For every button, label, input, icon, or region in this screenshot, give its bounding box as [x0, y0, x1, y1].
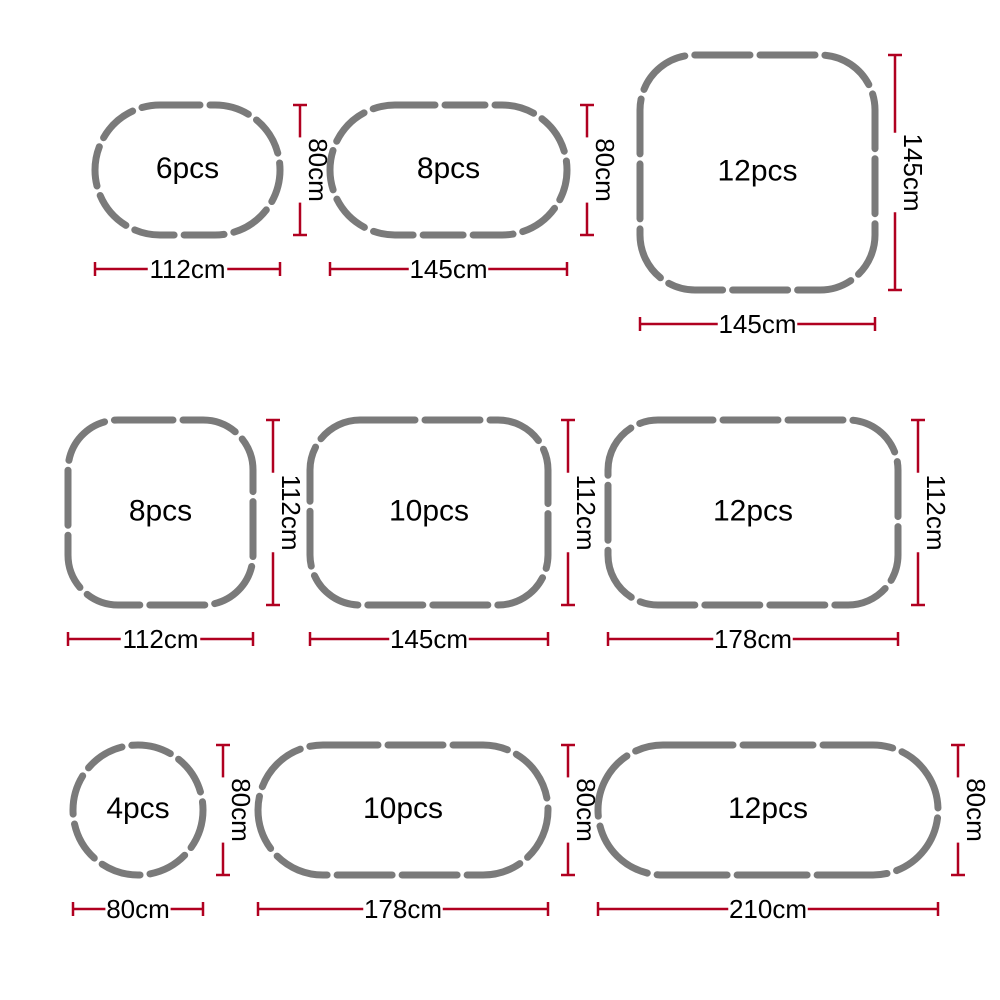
dim-height-label: 145cm — [898, 133, 928, 211]
pcs-label: 12pcs — [713, 494, 793, 527]
dim-width-label: 210cm — [729, 894, 807, 924]
dim-width-r2c: 178cm — [608, 624, 898, 654]
shape-r1b: 8pcs — [330, 105, 567, 235]
dim-width-r1a: 112cm — [95, 254, 280, 284]
dim-height-r3c: 80cm — [951, 745, 991, 875]
shape-r1a: 6pcs — [95, 105, 280, 235]
dim-height-label: 80cm — [226, 778, 256, 842]
pcs-label: 8pcs — [417, 152, 480, 185]
dim-width-label: 178cm — [714, 624, 792, 654]
dim-height-label: 112cm — [921, 474, 951, 550]
dim-height-label: 112cm — [276, 474, 306, 550]
dim-height-label: 112cm — [571, 474, 601, 550]
dim-height-label: 80cm — [961, 778, 991, 842]
shape-r3a: 4pcs — [73, 745, 203, 875]
shape-r1c: 12pcs — [640, 55, 875, 290]
pcs-label: 10pcs — [389, 494, 469, 527]
dim-height-r2c: 112cm — [911, 420, 951, 605]
dim-width-r1b: 145cm — [330, 254, 567, 284]
shape-r2c: 12pcs — [608, 420, 898, 605]
dim-width-label: 145cm — [390, 624, 468, 654]
dim-width-label: 112cm — [149, 254, 225, 284]
dim-width-label: 145cm — [409, 254, 487, 284]
pcs-label: 12pcs — [728, 792, 808, 825]
dim-width-label: 80cm — [106, 894, 170, 924]
shape-r2b: 10pcs — [310, 420, 548, 605]
dim-height-r1b: 80cm — [580, 105, 620, 235]
dim-width-r3b: 178cm — [258, 894, 548, 924]
shape-r3c: 12pcs — [598, 745, 938, 875]
dim-height-r1c: 145cm — [888, 55, 928, 290]
pcs-label: 6pcs — [156, 152, 219, 185]
dim-height-r2b: 112cm — [561, 420, 601, 605]
dim-width-r2a: 112cm — [68, 624, 253, 654]
pcs-label: 8pcs — [129, 494, 192, 527]
dim-width-label: 145cm — [718, 309, 796, 339]
dim-width-r1c: 145cm — [640, 309, 875, 339]
dim-height-r3a: 80cm — [216, 745, 256, 875]
dim-height-label: 80cm — [590, 138, 620, 202]
dim-width-r2b: 145cm — [310, 624, 548, 654]
dim-height-r2a: 112cm — [266, 420, 306, 605]
pcs-label: 4pcs — [106, 792, 169, 825]
pcs-label: 10pcs — [363, 792, 443, 825]
dim-width-label: 112cm — [122, 624, 198, 654]
shape-r2a: 8pcs — [68, 420, 253, 605]
pcs-label: 12pcs — [717, 154, 797, 187]
dim-width-label: 178cm — [364, 894, 442, 924]
shape-r3b: 10pcs — [258, 745, 548, 875]
dim-width-r3a: 80cm — [73, 894, 203, 924]
dim-width-r3c: 210cm — [598, 894, 938, 924]
